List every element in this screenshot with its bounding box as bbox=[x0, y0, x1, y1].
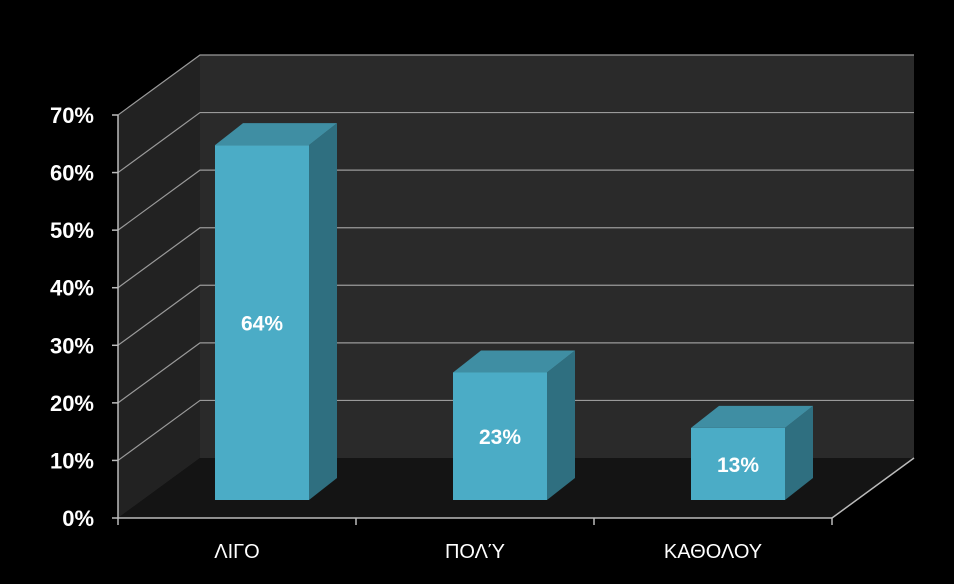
data-label: 13% bbox=[717, 454, 759, 477]
y-tick-label: 50% bbox=[50, 218, 94, 243]
bar-side bbox=[547, 350, 575, 500]
bar-front bbox=[215, 145, 309, 500]
bar-front bbox=[453, 372, 547, 500]
y-tick-label: 60% bbox=[50, 161, 94, 186]
bar-top bbox=[691, 405, 813, 428]
gridline bbox=[117, 111, 914, 174]
data-label: 64% bbox=[241, 313, 283, 336]
bar-front bbox=[691, 427, 785, 500]
bar bbox=[215, 123, 337, 500]
chart-side-wall bbox=[118, 55, 200, 518]
x-tick-label: ΠΟΛΎ bbox=[445, 541, 505, 563]
y-tick-label: 30% bbox=[50, 333, 94, 358]
bars: 64% 23% 13% bbox=[215, 123, 813, 500]
gridline bbox=[117, 54, 914, 116]
bar bbox=[453, 350, 575, 500]
bar-side bbox=[785, 405, 813, 500]
chart-back-wall bbox=[200, 55, 914, 458]
gridline bbox=[117, 169, 914, 231]
gridline bbox=[117, 399, 914, 461]
gridline bbox=[117, 342, 914, 404]
gridlines bbox=[117, 54, 914, 461]
bar-top bbox=[453, 350, 575, 373]
y-tick-label: 10% bbox=[50, 448, 94, 473]
bar bbox=[691, 405, 813, 500]
y-tick-label: 20% bbox=[50, 391, 94, 416]
y-tick-label: 40% bbox=[50, 276, 94, 301]
floor-edge-line bbox=[831, 457, 915, 519]
gridline bbox=[117, 227, 914, 289]
gridline bbox=[117, 284, 914, 346]
x-tick-label: ΛΙΓΟ bbox=[214, 541, 260, 563]
y-tick-label: 0% bbox=[62, 506, 94, 531]
y-tick-label: 70% bbox=[50, 103, 94, 128]
bar-side bbox=[309, 123, 337, 500]
bar-top bbox=[215, 123, 337, 146]
data-label: 23% bbox=[479, 426, 521, 449]
x-tick-label: ΚΑΘΟΛΟΥ bbox=[664, 541, 762, 563]
axes bbox=[112, 114, 915, 525]
y-axis-tick-labels: 0% 10% 20% 30% 40% 50% 60% 70% bbox=[50, 103, 94, 531]
x-axis-tick-labels: ΛΙΓΟ ΠΟΛΎ ΚΑΘΟΛΟΥ bbox=[214, 541, 762, 563]
